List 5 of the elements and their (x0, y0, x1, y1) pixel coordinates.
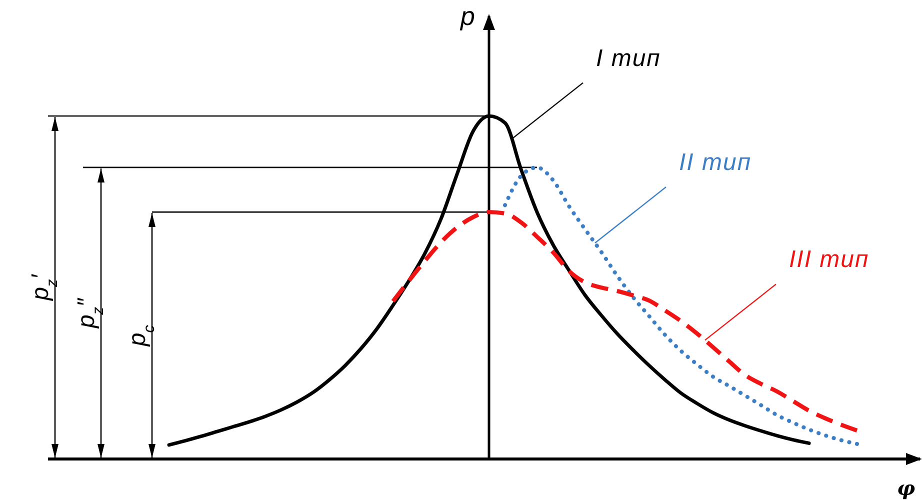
y-axis-title: p (460, 1, 475, 31)
text: II тип (679, 149, 752, 176)
text: I тип (596, 44, 661, 72)
text: III тип (789, 246, 870, 274)
x-axis-title: φ (896, 476, 916, 500)
